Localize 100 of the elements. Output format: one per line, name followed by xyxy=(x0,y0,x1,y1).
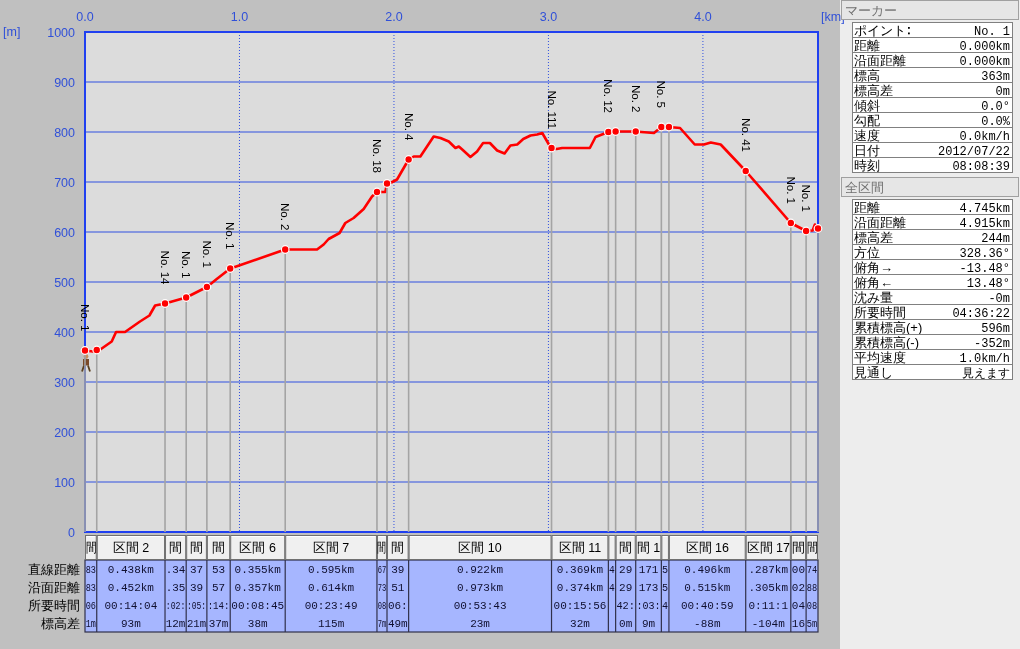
category-label: 区間 11 xyxy=(558,541,602,555)
category-label: 時刻 xyxy=(854,158,880,173)
text: 0.515km xyxy=(684,582,731,594)
x-tick-label: 3.0 xyxy=(539,10,558,24)
annotation: No. 4 xyxy=(402,113,415,142)
text: 0.0km/h xyxy=(959,130,1010,144)
category-label: 沿面距離 xyxy=(28,580,80,595)
point xyxy=(382,179,392,188)
annotation: No. 1 xyxy=(79,304,91,332)
category-label: 日付 xyxy=(854,143,880,158)
text: 16 xyxy=(791,618,806,630)
text: 12m xyxy=(165,618,186,630)
y-tick-label: 500 xyxy=(54,275,76,290)
text: 0.922km xyxy=(456,564,504,576)
point xyxy=(741,166,751,176)
text: 73 xyxy=(377,582,391,594)
text: 23m xyxy=(470,618,490,630)
text: 363m xyxy=(981,70,1010,84)
text: 0m xyxy=(995,85,1010,99)
point xyxy=(656,122,666,132)
annotation: No. 2 xyxy=(279,203,292,231)
text: :03: xyxy=(636,600,663,612)
text: 0.614km xyxy=(307,582,355,594)
category-label: 間 xyxy=(377,541,391,555)
category-label: 間 1 xyxy=(636,541,661,555)
category-label: 距離 xyxy=(854,38,880,53)
point xyxy=(786,218,796,228)
text: 115m xyxy=(317,618,345,630)
category-label: 沿面距離 xyxy=(854,53,906,68)
point xyxy=(813,224,823,233)
text: 9m xyxy=(641,618,656,630)
text: 37 xyxy=(189,564,204,576)
category-label: 間 xyxy=(85,541,99,555)
y-tick-label: 1000 xyxy=(47,25,76,40)
text: 00:40:59 xyxy=(680,600,734,612)
point xyxy=(181,293,191,302)
text: 21m xyxy=(186,618,207,630)
annotation: No. 1 xyxy=(180,251,193,279)
text: マーカー xyxy=(845,3,897,18)
point xyxy=(92,345,102,355)
text: 57 xyxy=(211,582,226,594)
category-label: 区間 7 xyxy=(312,541,350,555)
y-tick-label: 100 xyxy=(54,475,76,490)
text: 5m xyxy=(806,618,821,630)
text: 83 xyxy=(85,564,99,576)
text: 2012/07/22 xyxy=(937,145,1010,159)
text: 51 xyxy=(391,582,405,594)
text: 0.369km xyxy=(556,564,604,576)
annotation: No. 41 xyxy=(739,118,752,152)
text: 596m xyxy=(981,322,1010,336)
text: 29 xyxy=(619,564,633,576)
x-tick-label: 1.0 xyxy=(230,10,249,24)
category-label: 標高 xyxy=(854,68,880,83)
category-label: 所要時間 xyxy=(28,598,80,613)
text: 00:53:43 xyxy=(453,600,507,612)
annotation: No. 14 xyxy=(159,250,172,286)
annotation: No. 1 xyxy=(200,240,213,268)
text: 04 xyxy=(791,600,806,612)
text: 0m xyxy=(619,618,633,630)
category-label: 俯角→ xyxy=(854,260,893,275)
text: -88m xyxy=(694,618,721,630)
point xyxy=(801,226,811,236)
category-label: 標高差 xyxy=(854,230,893,245)
y-tick-label: 900 xyxy=(54,75,76,90)
point xyxy=(80,346,90,355)
text: 39 xyxy=(189,582,204,594)
annotation: No. 111 xyxy=(545,90,558,129)
x-tick-label: 2.0 xyxy=(385,10,403,24)
point xyxy=(160,299,170,308)
category-label: 所要時間 xyxy=(854,305,906,320)
text: 06: xyxy=(387,600,408,612)
point xyxy=(664,122,674,132)
category-label: 間 xyxy=(212,541,226,555)
y-tick-label: 200 xyxy=(54,425,76,440)
text: 0.0% xyxy=(981,115,1010,129)
category-label: 速度 xyxy=(854,128,880,143)
text: 67 xyxy=(377,564,391,576)
category-label: 間 xyxy=(391,541,405,555)
text: 0.355km xyxy=(234,564,281,576)
text: 08 xyxy=(806,600,821,612)
text: 0.438km xyxy=(107,564,154,576)
category-label: 間 xyxy=(791,541,805,555)
x-tick-label: 0.0 xyxy=(76,10,94,24)
text: 83 xyxy=(85,582,99,594)
annotation: No. 1 xyxy=(784,176,797,204)
category-label: 区間 17 xyxy=(746,541,790,555)
text: 0.595km xyxy=(307,564,355,576)
y-tick-label: 400 xyxy=(54,325,76,340)
text: 328.36° xyxy=(959,247,1010,261)
category-label: 区間 6 xyxy=(239,541,276,555)
text: 4 xyxy=(662,600,669,612)
text: 4 xyxy=(609,582,616,594)
text: 5 xyxy=(662,564,669,576)
point xyxy=(280,245,290,254)
annotation: No. 18 xyxy=(370,139,383,173)
text: 93m xyxy=(120,618,141,630)
category-label: 見通し xyxy=(854,365,893,380)
annotation: No. 1 xyxy=(800,184,813,212)
category-label: 方位 xyxy=(854,245,880,260)
annotation: No. 12 xyxy=(602,79,615,113)
